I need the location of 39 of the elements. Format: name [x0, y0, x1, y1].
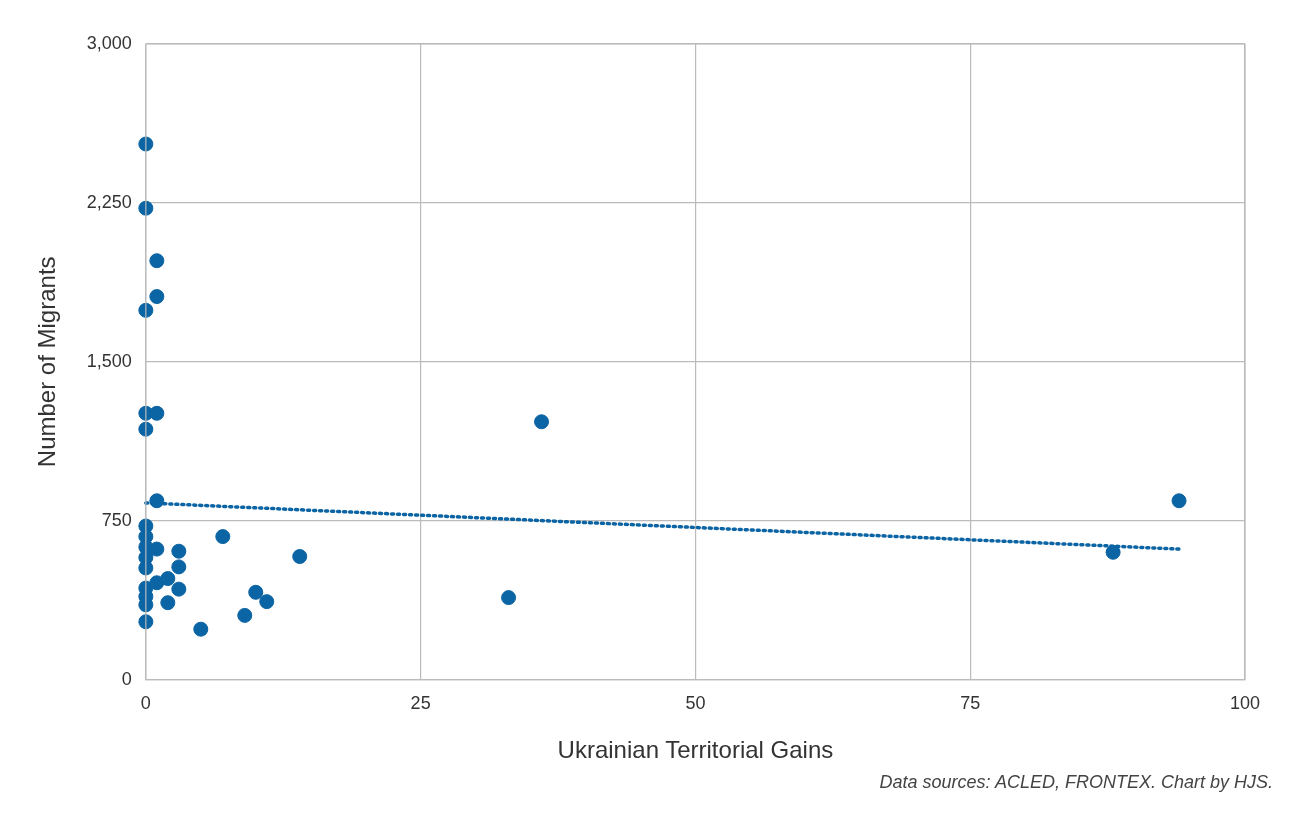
point — [149, 405, 165, 421]
x-tick-label: 0 — [140, 693, 151, 714]
x-tick-label: 25 — [410, 693, 431, 714]
point — [1105, 544, 1121, 560]
point — [138, 136, 154, 152]
point — [160, 571, 176, 587]
text: Data sources: ACLED, FRONTEX. Chart by HJS. — [879, 772, 1273, 793]
y-tick-label: 750 — [101, 509, 132, 530]
point — [1171, 493, 1187, 509]
point — [193, 621, 209, 637]
point — [534, 414, 550, 430]
point — [138, 302, 154, 318]
point — [171, 543, 187, 559]
point — [171, 581, 187, 597]
point — [138, 560, 154, 576]
y-tick-label: 1,500 — [86, 350, 132, 371]
point — [215, 529, 231, 545]
point — [160, 595, 176, 611]
point — [138, 421, 154, 437]
point — [292, 549, 308, 565]
point — [138, 614, 154, 630]
x-tick-label: 100 — [1229, 693, 1261, 714]
y-tick-label: 0 — [121, 668, 132, 689]
x-axis-title: Ukrainian Territorial Gains — [557, 736, 834, 764]
point — [138, 200, 154, 216]
point — [237, 607, 253, 623]
point — [501, 590, 517, 606]
y-tick-label: 3,000 — [86, 32, 132, 53]
point — [248, 584, 264, 600]
y-axis-title: Number of Migrants — [33, 256, 61, 468]
point — [149, 541, 165, 557]
point — [149, 493, 165, 509]
x-tick-label: 50 — [685, 693, 706, 714]
point — [149, 253, 165, 269]
x-tick-label: 75 — [960, 693, 981, 714]
point — [259, 594, 275, 610]
point — [171, 559, 187, 575]
y-tick-label: 2,250 — [86, 191, 132, 212]
point — [149, 289, 165, 305]
